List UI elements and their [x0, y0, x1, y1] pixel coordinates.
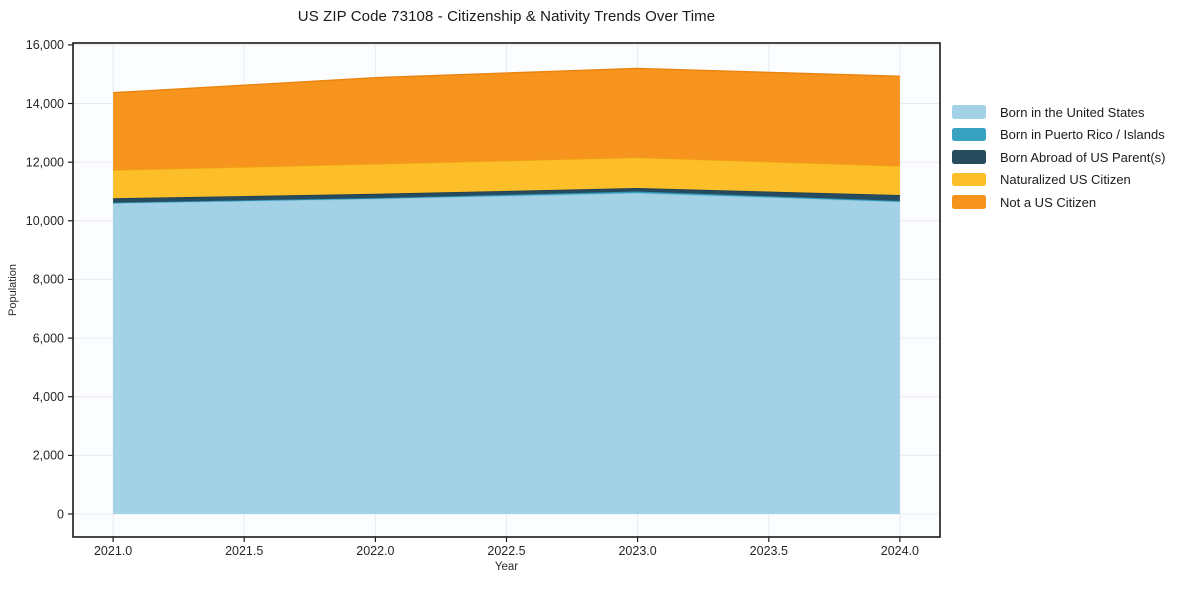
y-tick-label: 10,000 — [26, 214, 64, 228]
area-series-2 — [113, 188, 900, 203]
area-series-3 — [113, 157, 900, 199]
area-series-0 — [113, 193, 900, 514]
legend-item-3: Naturalized US Citizen — [952, 172, 1165, 187]
x-axis-label: Year — [494, 561, 519, 573]
legend-label: Naturalized US Citizen — [1000, 172, 1131, 187]
legend-item-2: Born Abroad of US Parent(s) — [952, 149, 1166, 165]
y-tick-label: 4,000 — [33, 390, 64, 404]
y-tick-label: 12,000 — [26, 156, 64, 170]
legend-swatch — [952, 105, 986, 119]
x-tick-label: 2022.0 — [356, 544, 394, 558]
y-tick-label: 6,000 — [33, 331, 64, 345]
y-tick-label: 0 — [57, 507, 64, 521]
legend-swatch — [952, 172, 986, 187]
x-tick-label: 2023.0 — [618, 544, 656, 558]
y-tick-label: 14,000 — [26, 97, 64, 111]
y-tick-label: 16,000 — [26, 38, 64, 52]
x-tick-label: 2023.5 — [750, 544, 788, 558]
legend-label: Born in Puerto Rico / Islands — [1000, 127, 1165, 142]
legend-swatch — [952, 195, 986, 209]
x-tick-label: 2021.5 — [225, 544, 263, 558]
legend-label: Born in the United States — [1000, 104, 1145, 120]
area-edge-4 — [113, 67, 900, 94]
legend-item-1: Born in Puerto Rico / Islands — [952, 127, 1165, 142]
legend-label: Born Abroad of US Parent(s) — [1000, 149, 1166, 165]
y-tick-label: 2,000 — [33, 449, 64, 463]
legend-item-0: Born in the United States — [952, 104, 1165, 120]
legend-label: Not a US Citizen — [1000, 194, 1097, 210]
x-tick-label: 2024.0 — [881, 544, 919, 558]
legend-swatch — [952, 127, 986, 142]
y-tick-label: 8,000 — [33, 273, 64, 287]
area-series-4 — [113, 68, 900, 171]
chart-legend: Born in the United States Born in Puerto … — [952, 104, 1166, 210]
chart-title: US ZIP Code 73108 - Citizenship & Nativi… — [297, 8, 716, 25]
legend-swatch — [952, 150, 986, 164]
x-tick-label: 2022.5 — [487, 544, 525, 558]
x-tick-label: 2021.0 — [94, 544, 132, 558]
legend-item-4: Not a US Citizen — [952, 194, 1165, 210]
